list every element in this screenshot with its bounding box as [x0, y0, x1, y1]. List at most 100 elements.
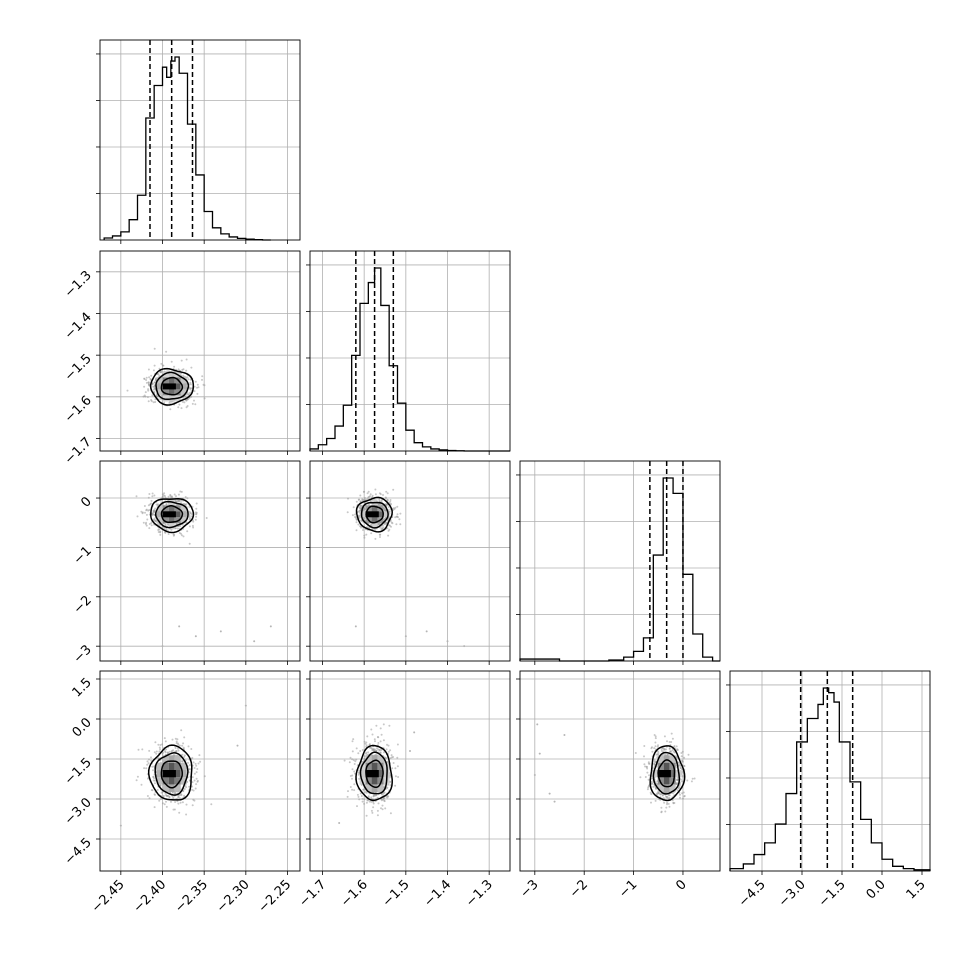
scatter-point: [354, 760, 357, 763]
scatter-point: [135, 495, 138, 498]
scatter-point: [150, 524, 153, 527]
scatter-point: [646, 771, 649, 774]
scatter-point: [362, 529, 364, 531]
scatter-point: [351, 758, 354, 761]
y-tick-label-3-0: −4.5: [62, 835, 95, 868]
scatter-point: [681, 768, 683, 771]
outlier-point-1: [533, 774, 536, 776]
scatter-point: [367, 795, 370, 798]
scatter-point: [199, 760, 202, 763]
scatter-point: [686, 779, 689, 782]
contour-ring-2: [149, 367, 195, 406]
scatter-point: [147, 383, 150, 386]
scatter-point: [387, 534, 390, 537]
scatter-point: [161, 752, 164, 755]
scatter-point: [377, 736, 380, 739]
scatter-point: [679, 793, 681, 796]
scatter-point: [363, 802, 366, 805]
scatter-point: [391, 522, 394, 525]
scatter-point: [366, 492, 369, 495]
scatter-point: [351, 768, 354, 771]
contour-ring-1: [360, 501, 389, 529]
scatter-point: [165, 794, 168, 797]
scatter-point: [382, 723, 385, 726]
scatter-point: [643, 745, 646, 747]
scatter-point: [657, 792, 660, 795]
scatter-point: [190, 748, 193, 750]
scatter-point: [155, 395, 158, 397]
scatter-point: [170, 750, 173, 753]
scatter-point: [389, 784, 392, 787]
x-tick-label-0-1: −2.40: [131, 877, 170, 916]
scatter-point: [155, 752, 158, 755]
scatter-point: [163, 803, 166, 806]
scatter-point: [644, 765, 647, 768]
scatter-point: [648, 762, 651, 765]
scatter-point: [164, 792, 167, 795]
density-cell: [156, 770, 163, 778]
scatter-point: [185, 358, 188, 361]
scatter-point: [371, 811, 374, 814]
scatter-point: [368, 503, 370, 506]
scatter-point: [644, 776, 647, 778]
density-cell: [162, 395, 169, 402]
density-cell: [162, 371, 169, 378]
scatter-point: [189, 383, 192, 386]
scatter-point: [193, 390, 196, 393]
scatter-point: [386, 760, 389, 763]
x-tick-label-2-2: −1: [616, 877, 640, 901]
density-cell: [371, 784, 378, 792]
scatter-point: [161, 802, 164, 805]
density-cell: [371, 523, 378, 530]
pair-1-2-content: [310, 461, 510, 661]
scatter-point: [679, 766, 682, 769]
hist-panel-3: [726, 670, 931, 872]
density-cell: [371, 517, 378, 524]
scatter-point: [174, 801, 177, 803]
density-cell: [156, 511, 163, 518]
outlier-point-3: [404, 635, 407, 638]
scatter-point: [366, 735, 369, 738]
density-cell: [174, 762, 181, 770]
scatter-point: [369, 493, 372, 496]
scatter-point: [660, 810, 663, 813]
scatter-point: [193, 399, 195, 402]
scatter-point: [395, 523, 398, 526]
outlier-point-3: [161, 645, 164, 648]
scatter-point: [176, 527, 179, 530]
scatter-point: [353, 770, 356, 773]
scatter-point: [357, 523, 360, 526]
scatter-point: [190, 515, 193, 518]
scatter-point: [193, 779, 196, 782]
scatter-point: [362, 490, 365, 493]
scatter-point: [387, 750, 390, 753]
scatter-point: [151, 765, 154, 768]
contour-ring-0: [365, 759, 384, 789]
scatter-point: [147, 496, 150, 499]
scatter-point: [202, 383, 205, 386]
contour-ring-2: [147, 744, 193, 801]
scatter-point: [681, 759, 684, 762]
scatter-point: [153, 777, 155, 780]
scatter-point: [157, 743, 160, 746]
scatter-point: [148, 758, 150, 761]
scatter-point: [169, 494, 172, 497]
scatter-point: [196, 768, 199, 770]
scatter-point: [185, 786, 188, 789]
scatter-point: [384, 807, 387, 810]
scatter-point: [359, 525, 361, 528]
scatter-point: [654, 741, 657, 744]
x-tick-label-2-0: −3: [517, 877, 541, 901]
scatter-point: [653, 760, 656, 763]
scatter-point: [195, 507, 198, 510]
scatter-point: [147, 762, 150, 765]
scatter-point: [163, 492, 166, 495]
density-peak: [162, 383, 176, 390]
scatter-point: [362, 498, 365, 501]
scatter-point: [177, 493, 180, 496]
scatter-point: [148, 493, 151, 495]
scatter-point: [141, 748, 144, 751]
density-cell: [371, 755, 378, 763]
scatter-point: [354, 772, 356, 775]
scatter-point: [396, 505, 399, 508]
